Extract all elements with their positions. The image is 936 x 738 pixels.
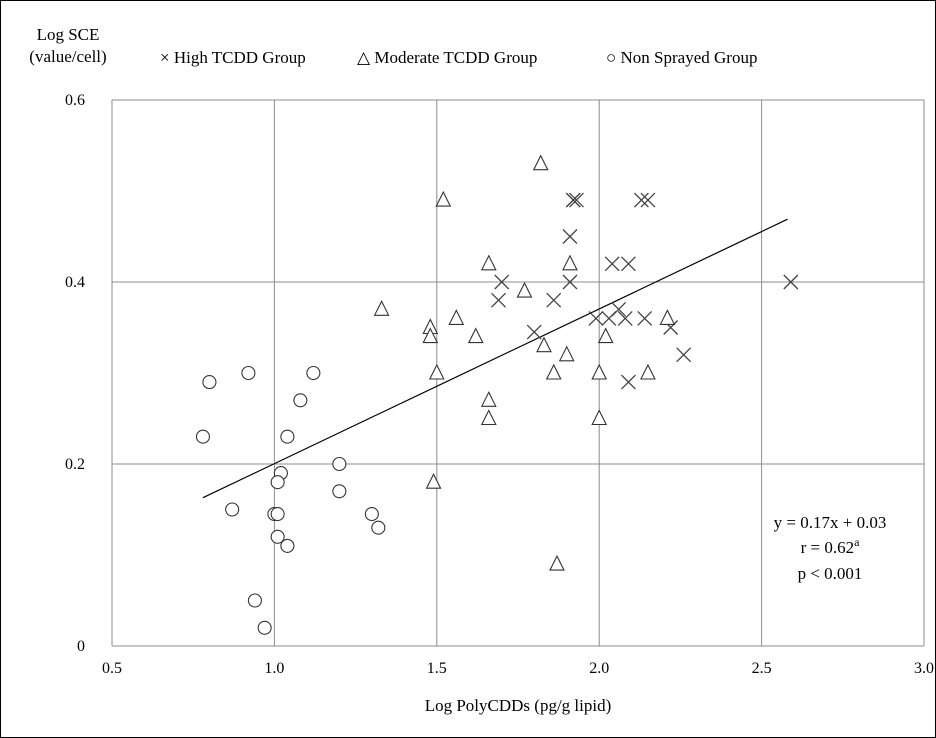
y-tick-label-3: 0.6 (65, 92, 85, 109)
point-x-8 (494, 274, 510, 290)
point-circle-12 (270, 506, 285, 522)
point-triangle-4 (516, 281, 533, 298)
data-points (195, 154, 799, 635)
point-triangle-12 (536, 336, 552, 353)
point-x-6 (620, 256, 636, 272)
x-tick-label-0: 0.5 (102, 660, 122, 677)
point-x-9 (562, 274, 578, 290)
x-tick-label-2: 1.5 (427, 660, 447, 677)
point-circle-16 (280, 538, 295, 553)
point-circle-6 (332, 456, 347, 472)
point-triangle-14 (428, 363, 445, 380)
point-triangle-10 (467, 327, 484, 344)
correlation-superscript: a (854, 535, 860, 549)
point-x-14 (601, 310, 617, 326)
x-tick-label-4: 2.5 (752, 660, 772, 677)
regression-annotation: y = 0.17x + 0.03 r = 0.62a p < 0.001 (774, 513, 887, 583)
correlation-value: r = 0.62a (801, 535, 861, 557)
point-triangle-0 (532, 154, 549, 171)
axes (111, 100, 924, 647)
point-triangle-21 (425, 472, 442, 489)
point-triangle-20 (591, 409, 608, 426)
point-x-4 (640, 192, 656, 208)
y-tick-label-1: 0.2 (65, 456, 85, 473)
point-x-17 (637, 310, 653, 326)
point-x-3 (633, 192, 649, 208)
regression-equation: y = 0.17x + 0.03 (774, 513, 887, 532)
point-triangle-3 (562, 254, 578, 271)
tick-labels: 0.5 1.0 1.5 2.0 2.5 3.0 0 0.2 0.4 0.6 (65, 92, 934, 677)
point-triangle-1 (435, 190, 452, 207)
point-triangle-2 (480, 254, 497, 271)
x-tick-label-1: 1.0 (264, 660, 284, 677)
point-triangle-5 (373, 300, 390, 316)
point-triangle-15 (545, 363, 562, 380)
y-tick-label-2: 0.4 (65, 274, 85, 291)
regression-line-group (202, 218, 788, 499)
point-circle-5 (280, 429, 295, 444)
point-triangle-18 (480, 391, 497, 407)
p-value: p < 0.001 (798, 564, 863, 583)
x-tick-label-5: 3.0 (914, 660, 934, 677)
point-triangle-9 (422, 327, 439, 344)
correlation-text: r = 0.62 (801, 538, 855, 557)
point-x-7 (604, 256, 620, 272)
point-triangle-16 (591, 363, 608, 380)
legend: × High TCDD Group △ Moderate TCDD Group … (160, 48, 757, 67)
legend-entry-non-sprayed: ○ Non Sprayed Group (606, 48, 757, 67)
point-x-5 (562, 229, 578, 244)
point-triangle-19 (480, 409, 497, 426)
x-tick-label-3: 2.0 (589, 660, 609, 677)
point-triangle-11 (597, 327, 614, 344)
point-circle-17 (247, 593, 262, 608)
x-axis-title: Log PolyCDDs (pg/g lipid) (425, 696, 612, 715)
regression-line (202, 218, 788, 499)
point-circle-3 (293, 393, 308, 408)
point-circle-4 (195, 429, 210, 444)
point-triangle-22 (549, 554, 565, 571)
legend-entry-moderate-tcdd: △ Moderate TCDD Group (357, 48, 537, 67)
point-x-2 (565, 192, 581, 208)
point-circle-13 (364, 506, 379, 522)
point-circle-0 (202, 375, 217, 390)
point-circle-9 (332, 484, 347, 499)
legend-entry-high-tcdd: × High TCDD Group (160, 48, 306, 67)
point-triangle-6 (448, 309, 465, 325)
point-x-21 (620, 374, 636, 390)
point-x-19 (526, 324, 542, 340)
point-circle-14 (371, 520, 386, 535)
point-circle-1 (241, 365, 256, 381)
point-x-16 (588, 310, 604, 326)
point-circle-10 (225, 502, 240, 517)
y-axis-title-line2: (value/cell) (29, 47, 106, 66)
y-axis-title-line1: Log SCE (37, 25, 100, 44)
point-x-10 (783, 274, 799, 290)
point-circle-8 (270, 475, 285, 490)
point-triangle-13 (558, 345, 575, 362)
point-circle-2 (306, 365, 321, 381)
point-x-20 (676, 347, 692, 363)
y-tick-label-0: 0 (77, 638, 85, 655)
point-triangle-17 (640, 363, 656, 380)
point-triangle-8 (659, 309, 676, 325)
point-x-11 (491, 292, 506, 308)
point-circle-18 (257, 620, 272, 635)
point-x-12 (546, 292, 562, 308)
point-x-1 (569, 192, 584, 208)
point-x-15 (617, 310, 633, 326)
point-circle-15 (270, 529, 285, 544)
